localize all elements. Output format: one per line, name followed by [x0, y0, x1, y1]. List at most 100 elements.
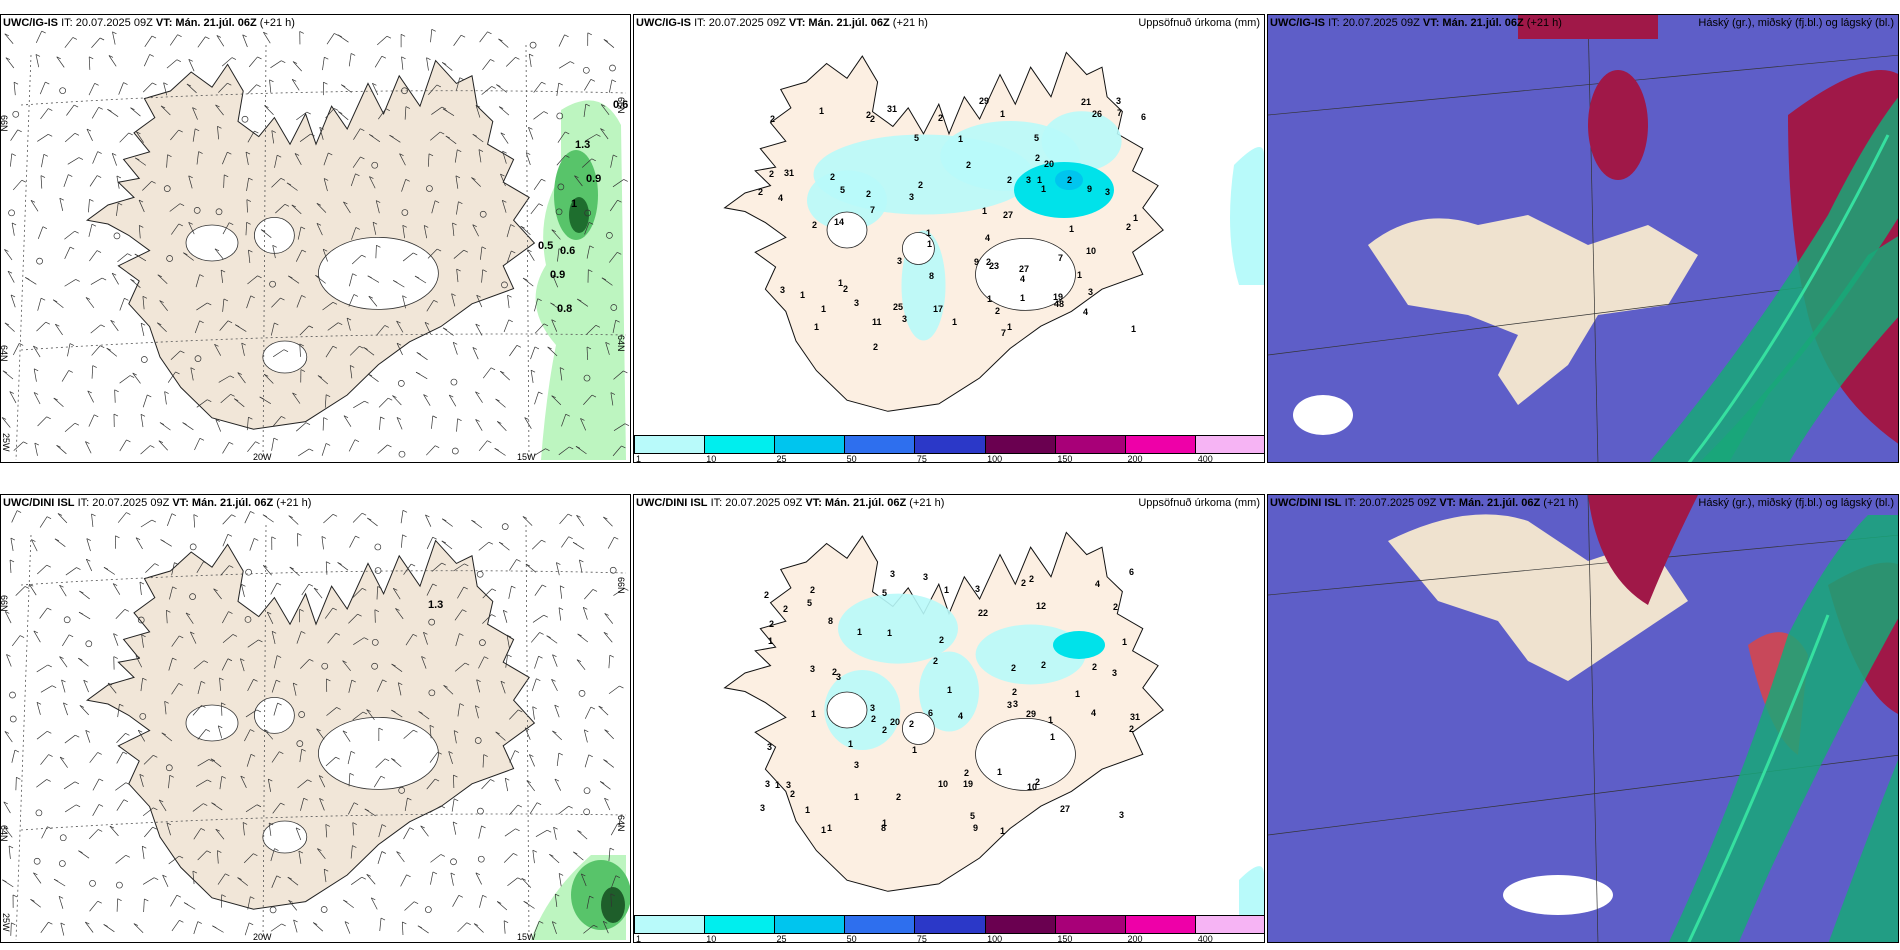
wind-barb [193, 660, 205, 670]
wind-barb [132, 372, 141, 384]
wind-barb-flag [250, 896, 255, 899]
wind-barb-flag [203, 660, 209, 664]
wind-barb-flag [558, 752, 563, 756]
wind-barb [246, 754, 252, 767]
wind-barb-flag [40, 297, 46, 301]
colorbar-swatch [705, 436, 776, 453]
wind-barb [292, 392, 301, 404]
wind-barb [270, 322, 275, 336]
precip-value-label: 2 [938, 113, 943, 123]
wind-barb-flag [472, 347, 477, 350]
wind-barb-flag [172, 657, 177, 661]
wind-barb-flag [175, 371, 180, 375]
wind-barb-flag [410, 563, 416, 567]
precip-value-label: 20 [890, 717, 900, 727]
precip-value-label: 2 [986, 257, 991, 267]
calm-marker [85, 640, 93, 648]
wind-barb [28, 583, 37, 596]
wind-barb [553, 827, 557, 840]
wind-barb-flag [151, 181, 156, 184]
precip-value-label: 3 [810, 664, 815, 674]
wind-barb-flag [59, 197, 64, 201]
wind-barb-flag [253, 853, 258, 856]
wind-barb-flag [488, 541, 494, 545]
wind-barb [273, 702, 278, 716]
precip-value-label: 1 [1048, 715, 1053, 725]
wind-barb [13, 441, 24, 451]
wind-barb [583, 104, 587, 117]
wind-barb-flag [343, 899, 348, 903]
wind-barb [88, 829, 99, 840]
wind-barb [478, 825, 482, 839]
precip-value-label: 6 [1141, 112, 1146, 122]
wind-barb-flag [240, 658, 245, 662]
wind-barb-flag [576, 514, 581, 518]
calm-marker [451, 447, 459, 455]
glacier [185, 224, 239, 262]
precip-value-label: 2 [882, 725, 887, 735]
wind-barb-flag [2, 370, 8, 374]
wind-barb-flag [412, 633, 418, 637]
wind-barb-flag [151, 519, 157, 523]
precip-value-label: 3 [890, 569, 895, 579]
wind-barb-flag [336, 707, 341, 710]
wind-barb-flag [172, 586, 177, 590]
calm-marker [450, 378, 458, 386]
grid-line [1587, 495, 1599, 942]
wind-barb-flag [291, 79, 297, 82]
wind-barb [114, 389, 116, 403]
wind-barb [10, 153, 13, 167]
wind-barb [391, 663, 403, 672]
wind-barb-flag [337, 562, 342, 565]
wind-barb-flag [551, 229, 556, 233]
precip-value-label: 1 [768, 636, 773, 646]
wind-barb-flag [256, 709, 262, 713]
wind-barb-flag [276, 875, 281, 879]
wind-barb-flag [459, 633, 464, 636]
wind-barb-flag [475, 705, 480, 709]
wind-barb-flag [475, 391, 480, 395]
wind-barb-flag [429, 725, 435, 728]
wind-barb [509, 709, 519, 720]
wind-barb-flag [153, 877, 159, 880]
wind-barb-flag [393, 587, 398, 591]
wind-barb-flag [471, 177, 476, 180]
wind-barb [500, 681, 506, 694]
wind-barb [34, 443, 38, 456]
wind-barb-flag [543, 614, 548, 618]
wind-barb-flag [518, 709, 523, 713]
wind-barb [501, 200, 507, 213]
wind-barb [352, 822, 355, 836]
wind-barb [55, 324, 63, 336]
wind-barb [196, 302, 208, 311]
wind-barb-flag [432, 536, 437, 540]
wind-barb [607, 536, 615, 549]
wind-barb [192, 871, 195, 885]
precip-map: 1242132213105213241392232122312933212758… [723, 531, 1264, 915]
wind-barb [90, 324, 101, 334]
precip-value-label: 1 [997, 767, 1002, 777]
wind-barb [426, 583, 434, 596]
wind-barb [107, 682, 117, 694]
wind-barb-flag [91, 223, 97, 227]
wind-barb [222, 298, 225, 312]
wind-barb-flag [254, 130, 259, 134]
wind-barb [475, 391, 483, 403]
wind-barb-flag [221, 894, 226, 897]
wind-barb-flag [4, 33, 9, 37]
wind-barb [157, 274, 168, 284]
wind-barb-flag [54, 538, 60, 542]
wind-barb-flag [98, 778, 104, 782]
wind-barb-flag [359, 345, 364, 349]
glacier [262, 820, 308, 854]
wind-barb [137, 730, 146, 742]
wind-barb [315, 275, 326, 284]
wind-barb-flag [139, 225, 144, 228]
wind-barb [367, 517, 378, 527]
wind-barb-flag [100, 324, 105, 328]
wind-barb-flag [521, 878, 526, 881]
wind-barb [63, 174, 69, 187]
wind-barb-flag [565, 413, 570, 417]
wind-barb-flag [76, 567, 81, 570]
wind-barb [342, 730, 351, 742]
